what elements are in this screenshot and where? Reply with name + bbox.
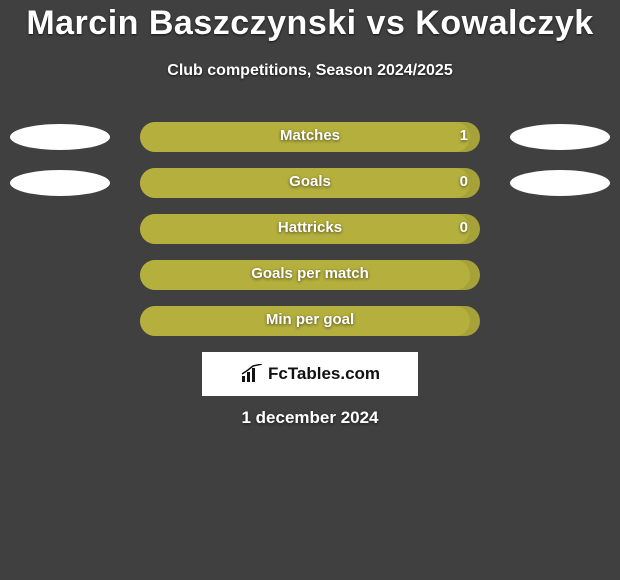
stat-bar: Min per goal xyxy=(140,306,480,336)
stat-bar: Goals per match xyxy=(140,260,480,290)
comparison-card: Marcin Baszczynski vs Kowalczyk Club com… xyxy=(0,0,620,580)
stat-row: Hattricks0 xyxy=(0,214,620,244)
date-label: 1 december 2024 xyxy=(0,408,620,428)
stat-label: Goals xyxy=(140,173,480,190)
stat-value: 0 xyxy=(460,173,468,190)
stat-row: Min per goal xyxy=(0,306,620,336)
stat-row: Matches1 xyxy=(0,122,620,152)
page-title: Marcin Baszczynski vs Kowalczyk xyxy=(0,4,620,43)
player-right-marker xyxy=(510,124,610,150)
stat-value: 0 xyxy=(460,219,468,236)
stat-rows: Matches1Goals0Hattricks0Goals per matchM… xyxy=(0,122,620,352)
stat-row: Goals0 xyxy=(0,168,620,198)
chart-icon xyxy=(240,364,264,384)
stat-label: Matches xyxy=(140,127,480,144)
stat-bar: Hattricks0 xyxy=(140,214,480,244)
player-left-marker xyxy=(10,170,110,196)
brand-logo[interactable]: FcTables.com xyxy=(202,352,418,396)
stat-label: Min per goal xyxy=(140,311,480,328)
player-left-marker xyxy=(10,124,110,150)
page-subtitle: Club competitions, Season 2024/2025 xyxy=(0,62,620,80)
brand-text: FcTables.com xyxy=(268,364,380,384)
stat-row: Goals per match xyxy=(0,260,620,290)
stat-label: Goals per match xyxy=(140,265,480,282)
stat-bar: Goals0 xyxy=(140,168,480,198)
player-right-marker xyxy=(510,170,610,196)
stat-bar: Matches1 xyxy=(140,122,480,152)
stat-value: 1 xyxy=(460,127,468,144)
stat-label: Hattricks xyxy=(140,219,480,236)
